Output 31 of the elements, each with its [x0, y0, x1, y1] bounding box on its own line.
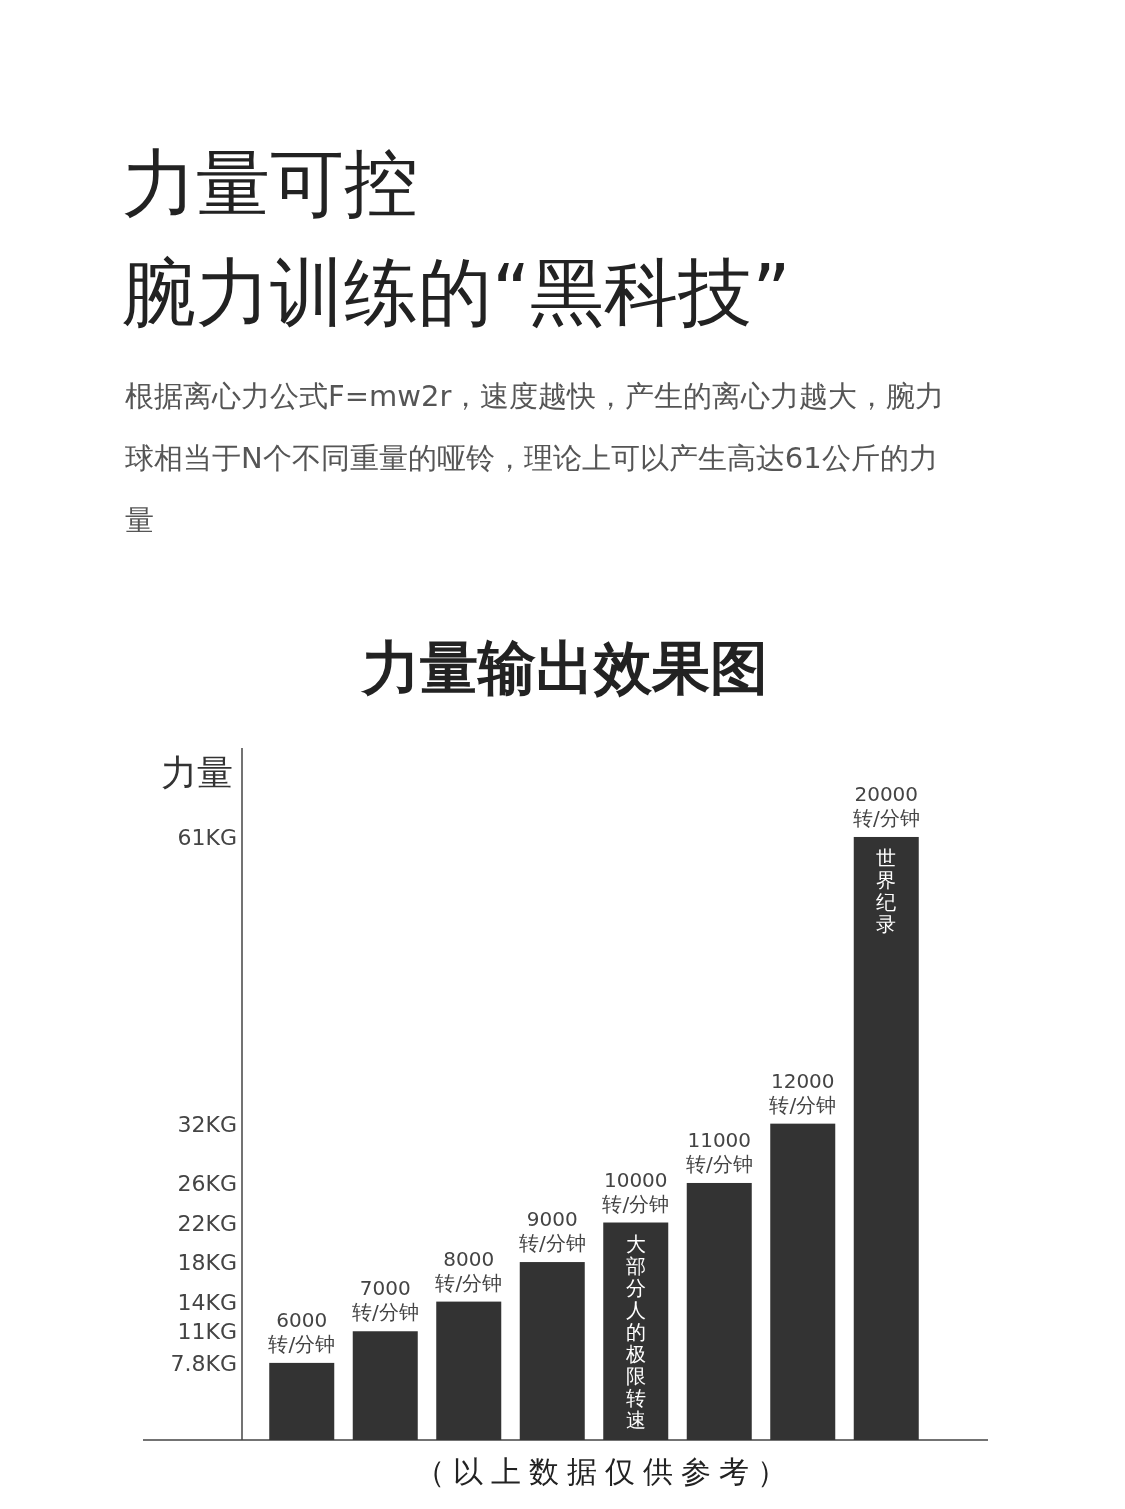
- y-tick-label: 18KG: [177, 1250, 237, 1276]
- y-tick-label: 14KG: [177, 1289, 237, 1315]
- bar: [269, 1362, 335, 1440]
- y-tick-label: 7.8KG: [170, 1350, 237, 1376]
- x-tick-label: 11000 转/分钟: [685, 1127, 753, 1176]
- bar: [770, 1123, 836, 1440]
- x-tick-label: 8000 转/分钟: [435, 1246, 503, 1295]
- bar: [853, 836, 919, 1440]
- y-tick-label: 26KG: [177, 1170, 237, 1196]
- text: 根据离心力公式F=mw2r，速度越快，产生的离心力越大，腕力球相当于N个不同重量的哑铃，理论上可以产生高达61公斤的力量: [125, 378, 946, 539]
- y-tick-label: 11KG: [177, 1319, 237, 1345]
- chart-title: 力量可控: [122, 139, 418, 228]
- x-tick-label: 12000 转/分钟: [769, 1068, 837, 1117]
- x-tick-label: 10000 转/分钟: [602, 1167, 670, 1216]
- bar: [436, 1301, 502, 1440]
- y-tick-label: 61KG: [177, 824, 237, 850]
- text: （以上数据仅供参考）: [415, 1454, 795, 1489]
- chart-subtitle: 腕力训练的“黑科技”: [122, 248, 791, 337]
- bar: [352, 1331, 418, 1440]
- y-tick-label: 22KG: [177, 1210, 237, 1236]
- x-tick-label: 9000 转/分钟: [518, 1207, 586, 1256]
- x-tick-label: 20000 转/分钟: [852, 781, 920, 830]
- y-axis-title: 力量: [161, 752, 233, 793]
- annotation: 世界纪录: [875, 845, 898, 936]
- bar: [686, 1182, 752, 1440]
- bar: [519, 1262, 585, 1440]
- text: 力量输出效果图: [360, 634, 768, 702]
- text: 大部分人的极限转速: [625, 1231, 646, 1432]
- x-tick-label: 7000 转/分钟: [351, 1276, 419, 1325]
- x-tick-label: 6000 转/分钟: [268, 1307, 336, 1356]
- y-tick-label: 32KG: [177, 1111, 237, 1137]
